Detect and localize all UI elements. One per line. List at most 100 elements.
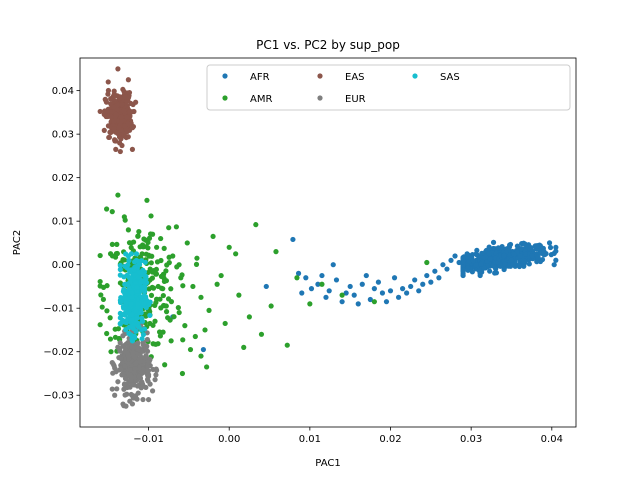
point-amr xyxy=(193,261,200,267)
point-amr xyxy=(226,244,232,250)
point-amr xyxy=(155,283,161,290)
point-sas xyxy=(122,312,128,318)
point-afr xyxy=(359,281,365,287)
point-sas xyxy=(117,297,123,303)
point-amr xyxy=(112,254,119,260)
x-axis-label: PAC1 xyxy=(315,458,340,469)
point-eur xyxy=(112,392,118,398)
point-afr xyxy=(343,290,349,296)
point-eur xyxy=(132,354,138,360)
point-amr xyxy=(115,326,122,332)
point-eas xyxy=(108,114,114,120)
point-sas xyxy=(123,300,129,306)
point-eur xyxy=(122,363,128,369)
point-eas xyxy=(118,136,124,142)
point-sas xyxy=(133,308,139,315)
point-afr xyxy=(518,246,524,252)
point-amr xyxy=(98,292,104,298)
point-sas xyxy=(129,311,135,318)
point-amr xyxy=(147,320,153,327)
point-amr xyxy=(161,245,167,251)
point-sas xyxy=(136,261,143,268)
point-eur xyxy=(144,348,151,354)
point-afr xyxy=(511,251,517,257)
point-amr xyxy=(174,264,180,270)
point-afr xyxy=(432,268,438,274)
point-afr xyxy=(534,243,540,249)
point-amr xyxy=(148,213,154,219)
point-sas xyxy=(123,327,129,333)
point-afr xyxy=(534,259,540,265)
point-eur xyxy=(117,345,123,352)
point-amr xyxy=(147,266,153,272)
point-eas xyxy=(113,146,119,152)
point-afr xyxy=(440,262,446,268)
point-afr xyxy=(486,251,492,257)
point-amr xyxy=(145,245,151,251)
point-amr xyxy=(158,235,164,242)
point-amr xyxy=(97,278,103,285)
point-afr xyxy=(408,283,414,290)
point-eur xyxy=(118,356,124,362)
point-sas xyxy=(117,266,123,273)
y-axis-label: PAC2 xyxy=(12,230,23,255)
point-amr xyxy=(187,346,194,353)
point-eur xyxy=(143,355,149,361)
point-amr xyxy=(153,271,160,277)
point-amr xyxy=(141,236,147,242)
point-sas xyxy=(130,325,136,331)
point-afr xyxy=(495,245,501,251)
point-sas xyxy=(135,274,142,280)
point-afr xyxy=(200,346,206,353)
point-amr xyxy=(146,235,153,241)
x-tick-label: 0.04 xyxy=(541,434,563,445)
y-tick-label: −0.02 xyxy=(43,347,74,358)
point-afr xyxy=(347,283,353,290)
point-amr xyxy=(179,370,186,377)
point-amr xyxy=(109,241,115,248)
point-amr xyxy=(137,244,143,250)
point-sas xyxy=(134,304,141,310)
point-afr xyxy=(490,245,497,252)
point-afr xyxy=(383,299,390,305)
point-amr xyxy=(182,323,188,329)
point-afr xyxy=(456,259,462,266)
point-amr xyxy=(339,292,345,298)
point-afr xyxy=(487,256,493,262)
point-sas xyxy=(139,327,145,333)
point-eas xyxy=(117,95,123,101)
point-amr xyxy=(168,338,174,344)
point-afr xyxy=(501,266,507,273)
point-eas xyxy=(121,108,127,114)
point-amr xyxy=(268,303,274,309)
point-eas xyxy=(106,134,112,141)
point-eas xyxy=(111,125,117,132)
point-amr xyxy=(241,344,247,350)
point-afr xyxy=(523,251,529,257)
point-afr xyxy=(535,254,541,261)
point-eur xyxy=(144,336,151,343)
point-sas xyxy=(129,338,136,344)
point-afr xyxy=(404,290,410,296)
point-eas xyxy=(117,140,123,146)
point-eur xyxy=(121,381,128,387)
point-eas xyxy=(105,79,111,85)
point-eas xyxy=(115,66,121,72)
point-sas xyxy=(122,281,128,287)
point-afr xyxy=(492,270,498,276)
point-eur xyxy=(145,396,152,403)
point-amr xyxy=(164,262,170,268)
point-afr xyxy=(508,257,514,263)
point-afr xyxy=(391,275,398,281)
y-tick-label: 0.00 xyxy=(52,260,74,271)
point-eur xyxy=(129,344,135,350)
point-eas xyxy=(127,109,133,115)
point-eas xyxy=(105,123,112,129)
point-amr xyxy=(150,341,156,347)
point-amr xyxy=(192,333,198,340)
point-amr xyxy=(161,278,167,285)
point-afr xyxy=(481,265,487,271)
point-sas xyxy=(121,305,127,311)
point-eur xyxy=(153,372,159,378)
point-sas xyxy=(129,294,135,301)
